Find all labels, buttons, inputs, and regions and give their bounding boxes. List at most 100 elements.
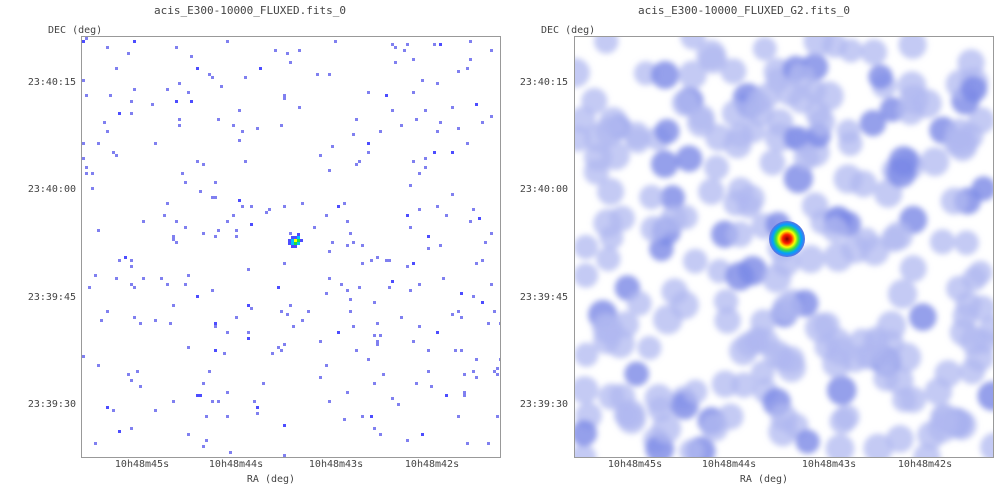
event-pixel bbox=[466, 442, 469, 445]
event-pixel bbox=[460, 292, 463, 295]
blob bbox=[783, 163, 814, 194]
source-pixel bbox=[288, 242, 291, 245]
event-pixel bbox=[469, 220, 472, 223]
event-pixel bbox=[112, 151, 115, 154]
event-pixel bbox=[241, 130, 244, 133]
event-pixel bbox=[118, 430, 121, 433]
event-pixel bbox=[142, 220, 145, 223]
event-pixel bbox=[355, 163, 358, 166]
right-xtick-2: 10h48m43s bbox=[801, 459, 857, 470]
event-pixel bbox=[223, 352, 226, 355]
event-pixel bbox=[457, 70, 460, 73]
event-pixel bbox=[175, 46, 178, 49]
blob bbox=[750, 360, 775, 385]
right-ytick-1: 23:40:00 bbox=[519, 184, 568, 195]
event-pixel bbox=[250, 205, 253, 208]
event-pixel bbox=[151, 103, 154, 106]
blob bbox=[721, 99, 750, 128]
event-pixel bbox=[181, 172, 184, 175]
event-pixel bbox=[331, 145, 334, 148]
event-pixel bbox=[130, 112, 133, 115]
event-pixel bbox=[487, 442, 490, 445]
source-pixel bbox=[297, 233, 300, 236]
event-pixel bbox=[325, 292, 328, 295]
blob bbox=[673, 204, 699, 230]
right-chart-panel: acis_E300-10000_FLUXED_G2.fits_0 DEC (de… bbox=[494, 0, 994, 494]
blob bbox=[759, 149, 786, 176]
event-pixel bbox=[490, 115, 493, 118]
right-xtick-3: 10h48m42s bbox=[897, 459, 953, 470]
event-pixel bbox=[403, 49, 406, 52]
event-pixel bbox=[352, 325, 355, 328]
blob bbox=[615, 399, 646, 430]
event-pixel bbox=[412, 58, 415, 61]
event-pixel bbox=[274, 49, 277, 52]
event-pixel bbox=[475, 103, 478, 106]
blob bbox=[651, 60, 680, 90]
event-pixel bbox=[184, 283, 187, 286]
event-pixel bbox=[238, 199, 241, 202]
event-pixel bbox=[97, 142, 100, 145]
blob bbox=[886, 425, 914, 453]
event-pixel bbox=[427, 349, 430, 352]
blob bbox=[649, 236, 674, 262]
event-pixel bbox=[457, 415, 460, 418]
event-pixel bbox=[289, 304, 292, 307]
right-xtick-1: 10h48m44s bbox=[701, 459, 757, 470]
event-pixel bbox=[133, 316, 136, 319]
event-pixel bbox=[319, 376, 322, 379]
event-pixel bbox=[412, 262, 415, 265]
event-pixel bbox=[118, 259, 121, 262]
event-pixel bbox=[451, 313, 454, 316]
event-pixel bbox=[187, 457, 190, 458]
blob bbox=[713, 288, 739, 314]
source-pixel bbox=[291, 245, 294, 248]
event-pixel bbox=[481, 259, 484, 262]
blob bbox=[737, 194, 762, 219]
event-pixel bbox=[283, 262, 286, 265]
blob bbox=[717, 403, 744, 430]
event-pixel bbox=[328, 250, 331, 253]
event-pixel bbox=[439, 43, 442, 46]
event-pixel bbox=[499, 322, 500, 325]
event-pixel bbox=[172, 400, 175, 403]
blob bbox=[929, 229, 956, 255]
source-pixel bbox=[297, 242, 300, 245]
blob bbox=[898, 37, 927, 60]
event-pixel bbox=[166, 88, 169, 91]
event-pixel bbox=[421, 433, 424, 436]
left-xtick-2: 10h48m43s bbox=[308, 459, 364, 470]
event-pixel bbox=[493, 310, 496, 313]
event-pixel bbox=[457, 310, 460, 313]
blob bbox=[623, 121, 650, 149]
event-pixel bbox=[460, 316, 463, 319]
event-pixel bbox=[82, 157, 85, 160]
event-pixel bbox=[436, 205, 439, 208]
blob bbox=[945, 118, 974, 147]
event-pixel bbox=[376, 256, 379, 259]
event-pixel bbox=[346, 289, 349, 292]
blob bbox=[575, 234, 599, 260]
event-pixel bbox=[292, 325, 295, 328]
blob bbox=[678, 60, 707, 90]
blob bbox=[868, 64, 893, 90]
event-pixel bbox=[211, 76, 214, 79]
event-pixel bbox=[232, 124, 235, 127]
event-pixel bbox=[178, 82, 181, 85]
blob bbox=[640, 215, 667, 243]
event-pixel bbox=[172, 238, 175, 241]
event-pixel bbox=[481, 301, 484, 304]
event-pixel bbox=[133, 40, 136, 43]
event-pixel bbox=[208, 370, 211, 373]
event-pixel bbox=[187, 433, 190, 436]
right-ytick-2: 23:39:45 bbox=[519, 292, 568, 303]
blob bbox=[727, 122, 754, 149]
right-image-plot[interactable] bbox=[574, 36, 994, 458]
event-pixel bbox=[391, 397, 394, 400]
smoothed-blobs bbox=[575, 37, 993, 457]
left-image-plot[interactable] bbox=[81, 36, 501, 458]
event-pixel bbox=[379, 433, 382, 436]
event-pixel bbox=[433, 43, 436, 46]
event-pixel bbox=[160, 277, 163, 280]
blob bbox=[670, 290, 699, 320]
